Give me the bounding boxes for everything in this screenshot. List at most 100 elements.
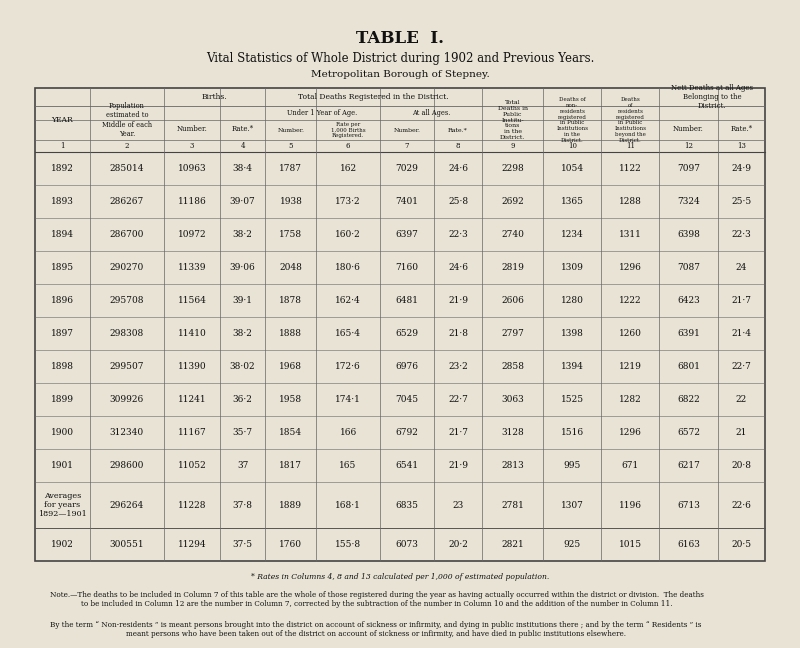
Text: 22·7: 22·7 [731,362,751,371]
Text: 10972: 10972 [178,230,206,239]
Text: 6398: 6398 [677,230,700,239]
Text: 11339: 11339 [178,263,206,272]
Text: 22: 22 [736,395,747,404]
Text: 22·7: 22·7 [448,395,468,404]
Text: 35·7: 35·7 [233,428,253,437]
Text: 6792: 6792 [395,428,418,437]
Text: 7087: 7087 [677,263,700,272]
Text: Metropolitan Borough of Stepney.: Metropolitan Borough of Stepney. [310,70,490,79]
Text: 6391: 6391 [677,329,700,338]
Text: 1525: 1525 [561,395,584,404]
Text: 1888: 1888 [279,329,302,338]
Text: 2298: 2298 [502,164,524,173]
Text: 39·07: 39·07 [230,197,255,206]
Text: 1196: 1196 [619,500,642,509]
Text: 10963: 10963 [178,164,206,173]
Text: 309926: 309926 [110,395,144,404]
Text: 6835: 6835 [395,500,418,509]
Text: 3: 3 [190,142,194,150]
Text: 10: 10 [568,142,577,150]
Text: 1296: 1296 [619,263,642,272]
Text: 6423: 6423 [677,296,700,305]
Text: 6073: 6073 [395,540,418,549]
Text: Vital Statistics of Whole District during 1902 and Previous Years.: Vital Statistics of Whole District durin… [206,52,594,65]
Text: 1854: 1854 [279,428,302,437]
Text: 1282: 1282 [619,395,642,404]
Text: 1516: 1516 [561,428,584,437]
Text: 1260: 1260 [619,329,642,338]
Text: 4: 4 [240,142,245,150]
Text: 162: 162 [339,164,357,173]
Text: 296264: 296264 [110,500,144,509]
Text: 6481: 6481 [395,296,418,305]
Text: 11564: 11564 [178,296,206,305]
Text: 1758: 1758 [279,230,302,239]
Text: 2781: 2781 [501,500,524,509]
Text: 22·3: 22·3 [731,230,751,239]
Text: 20·8: 20·8 [731,461,751,470]
Text: 1938: 1938 [279,197,302,206]
Text: 39·06: 39·06 [230,263,255,272]
Text: 23: 23 [453,500,464,509]
Text: 38·02: 38·02 [230,362,255,371]
Text: 37·5: 37·5 [233,540,253,549]
Text: 1: 1 [60,142,65,150]
Text: 21·7: 21·7 [448,428,468,437]
Text: 21·4: 21·4 [731,329,751,338]
Text: 165·4: 165·4 [335,329,361,338]
Text: 299507: 299507 [110,362,144,371]
Text: 7324: 7324 [677,197,700,206]
Text: 38·4: 38·4 [233,164,253,173]
Text: Rate.*: Rate.* [231,125,254,133]
Text: 6713: 6713 [677,500,700,509]
Text: Rate per
1,000 Births
Registered.: Rate per 1,000 Births Registered. [330,122,366,138]
Text: 1288: 1288 [619,197,642,206]
Text: 1896: 1896 [50,296,74,305]
Text: 22·6: 22·6 [731,500,751,509]
Text: 6163: 6163 [677,540,700,549]
Text: 6801: 6801 [677,362,700,371]
Text: 1958: 1958 [279,395,302,404]
Text: * Rates in Columns 4, 8 and 13 calculated per 1,000 of estimated population.: * Rates in Columns 4, 8 and 13 calculate… [251,573,549,581]
Text: 1296: 1296 [619,428,642,437]
Text: 1280: 1280 [561,296,584,305]
Text: 1309: 1309 [561,263,584,272]
Text: Nett Deaths at all Ages
Belonging to the
District.: Nett Deaths at all Ages Belonging to the… [671,84,754,110]
Text: 285014: 285014 [110,164,144,173]
Text: 1365: 1365 [561,197,584,206]
Text: 1893: 1893 [51,197,74,206]
Text: Total
Deaths in
Public
Institu-
tions
in the
District.: Total Deaths in Public Institu- tions in… [498,100,527,140]
Text: At all Ages.: At all Ages. [411,109,450,117]
Text: Births.: Births. [202,93,228,101]
Text: Number.: Number. [177,125,207,133]
Text: 11167: 11167 [178,428,206,437]
Text: 1015: 1015 [619,540,642,549]
Text: 11390: 11390 [178,362,206,371]
Text: 13: 13 [737,142,746,150]
Text: 7097: 7097 [677,164,700,173]
Text: 1307: 1307 [561,500,584,509]
Text: 9: 9 [510,142,515,150]
Text: Number.: Number. [278,128,305,132]
Text: 2813: 2813 [502,461,524,470]
Text: 24·6: 24·6 [448,164,468,173]
Text: 1892: 1892 [51,164,74,173]
Text: 1901: 1901 [50,461,74,470]
Text: 1787: 1787 [279,164,302,173]
Text: 22·3: 22·3 [448,230,468,239]
Text: 25·5: 25·5 [731,197,751,206]
Text: Number.: Number. [673,125,704,133]
Text: 2858: 2858 [501,362,524,371]
Text: 1902: 1902 [51,540,74,549]
Text: 7: 7 [405,142,410,150]
Text: 1898: 1898 [50,362,74,371]
Text: Averages
for years
1892—1901: Averages for years 1892—1901 [38,492,86,518]
Text: 172·6: 172·6 [335,362,361,371]
Text: 24·9: 24·9 [731,164,751,173]
Text: 1394: 1394 [561,362,584,371]
Text: 21: 21 [735,428,747,437]
Text: 11052: 11052 [178,461,206,470]
Text: 11228: 11228 [178,500,206,509]
Text: 8: 8 [456,142,460,150]
Text: 11241: 11241 [178,395,206,404]
